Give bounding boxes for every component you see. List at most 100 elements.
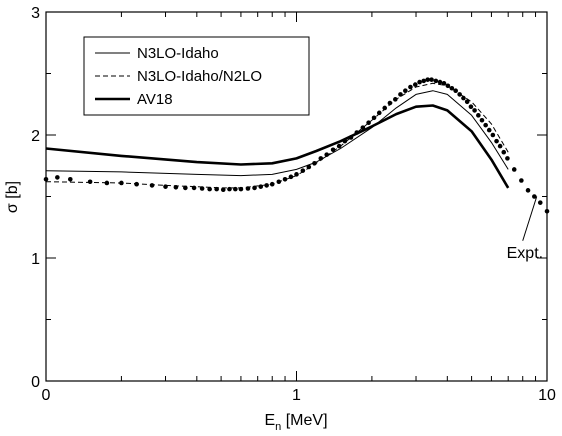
expt-point xyxy=(119,180,124,186)
expt-point xyxy=(453,88,458,94)
expt-point xyxy=(497,143,503,149)
legend-label-n3lo-idaho: N3LO-Idaho xyxy=(137,45,219,62)
expt-point xyxy=(437,79,443,85)
expt-point xyxy=(393,97,398,102)
expt-point xyxy=(360,125,366,130)
expt-point xyxy=(306,164,312,170)
expt-point xyxy=(449,85,455,91)
expt-point xyxy=(464,99,470,105)
expt-point xyxy=(429,77,434,82)
expt-point xyxy=(441,81,447,86)
expt-point xyxy=(336,143,342,149)
expt-point xyxy=(425,77,430,82)
expt-point xyxy=(300,168,306,173)
expt-point xyxy=(421,78,427,84)
expt-point xyxy=(433,78,439,84)
expt-point xyxy=(505,156,510,161)
expt-point xyxy=(294,172,299,177)
expt-point xyxy=(282,176,288,182)
expt-point xyxy=(501,149,507,155)
expt-annotation-label: Expt. xyxy=(507,245,543,262)
expt-point xyxy=(445,83,451,89)
x-tick-label: 10 xyxy=(538,387,556,404)
expt-point xyxy=(544,208,550,214)
expt-point xyxy=(476,113,481,118)
y-tick-label: 2 xyxy=(31,128,40,145)
expt-point xyxy=(214,186,219,192)
expt-point xyxy=(134,181,139,187)
expt-point xyxy=(324,152,330,157)
expt-point xyxy=(252,185,257,191)
expt-point xyxy=(207,186,212,192)
expt-point xyxy=(519,178,524,183)
expt-point xyxy=(67,176,73,182)
expt-point xyxy=(220,187,226,193)
expt-point xyxy=(269,181,275,187)
experimental-points xyxy=(43,77,550,214)
legend-label-av18: AV18 xyxy=(137,91,173,108)
expt-point xyxy=(348,135,354,140)
expt-point xyxy=(403,88,408,94)
x-tick-label: 0 xyxy=(42,387,51,404)
expt-point xyxy=(525,188,531,193)
expt-point xyxy=(276,179,282,185)
expt-point xyxy=(258,184,264,189)
expt-point xyxy=(330,147,336,153)
expt-point xyxy=(479,117,485,123)
expt-point xyxy=(468,104,474,110)
expt-point xyxy=(417,79,422,85)
expt-point xyxy=(490,132,496,138)
expt-point xyxy=(227,186,232,192)
expt-point xyxy=(486,127,492,133)
expt-point xyxy=(494,138,499,144)
expt-point xyxy=(387,100,393,106)
axis-tick-labels: 0 1 10 0 1 2 3 xyxy=(31,5,556,404)
x-tick-label: 1 xyxy=(292,387,301,404)
expt-pointer-line xyxy=(522,196,538,241)
y-tick-label: 3 xyxy=(31,5,40,22)
expt-point xyxy=(537,200,543,205)
expt-point xyxy=(371,115,377,121)
expt-point xyxy=(238,186,244,192)
expt-point xyxy=(318,156,324,161)
y-tick-label: 0 xyxy=(31,374,40,391)
expt-point xyxy=(163,184,168,189)
expt-point xyxy=(483,122,488,128)
expt-point xyxy=(104,180,110,186)
y-axis-label: σ [b] xyxy=(4,181,21,213)
expt-point xyxy=(173,184,179,190)
expt-point xyxy=(408,84,413,90)
x-axis-label: En [MeV] xyxy=(264,412,327,433)
expt-point xyxy=(149,183,155,188)
expt-point xyxy=(55,175,60,180)
y-tick-label: 1 xyxy=(31,251,40,268)
expt-point xyxy=(264,183,269,188)
expt-point xyxy=(511,167,517,172)
expt-point xyxy=(366,120,371,125)
expt-point xyxy=(191,185,197,191)
expt-point xyxy=(245,186,251,191)
series-line-av18 xyxy=(45,104,510,189)
expt-point xyxy=(233,186,238,192)
expt-point xyxy=(199,186,205,191)
expt-point xyxy=(312,160,317,166)
expt-point xyxy=(183,185,188,191)
legend: N3LO-Idaho N3LO-Idaho/N2LO AV18 xyxy=(83,36,310,116)
expt-point xyxy=(87,179,93,185)
expt-point xyxy=(412,82,418,87)
expt-point xyxy=(342,138,348,144)
axis-ticks xyxy=(46,11,547,382)
series-line-n3lo-idaho xyxy=(45,90,509,177)
expt-point xyxy=(532,194,537,199)
expt-point xyxy=(382,105,388,111)
expt-point xyxy=(461,95,466,101)
expt-point xyxy=(457,92,462,97)
expt-point xyxy=(354,130,360,135)
expt-point xyxy=(376,110,382,116)
legend-label-n3lo-idaho-n2lo: N3LO-Idaho/N2LO xyxy=(137,68,262,85)
expt-point xyxy=(43,176,49,182)
expt-annotation: Expt. xyxy=(507,196,543,262)
expt-point xyxy=(398,92,403,97)
expt-point xyxy=(288,174,294,180)
